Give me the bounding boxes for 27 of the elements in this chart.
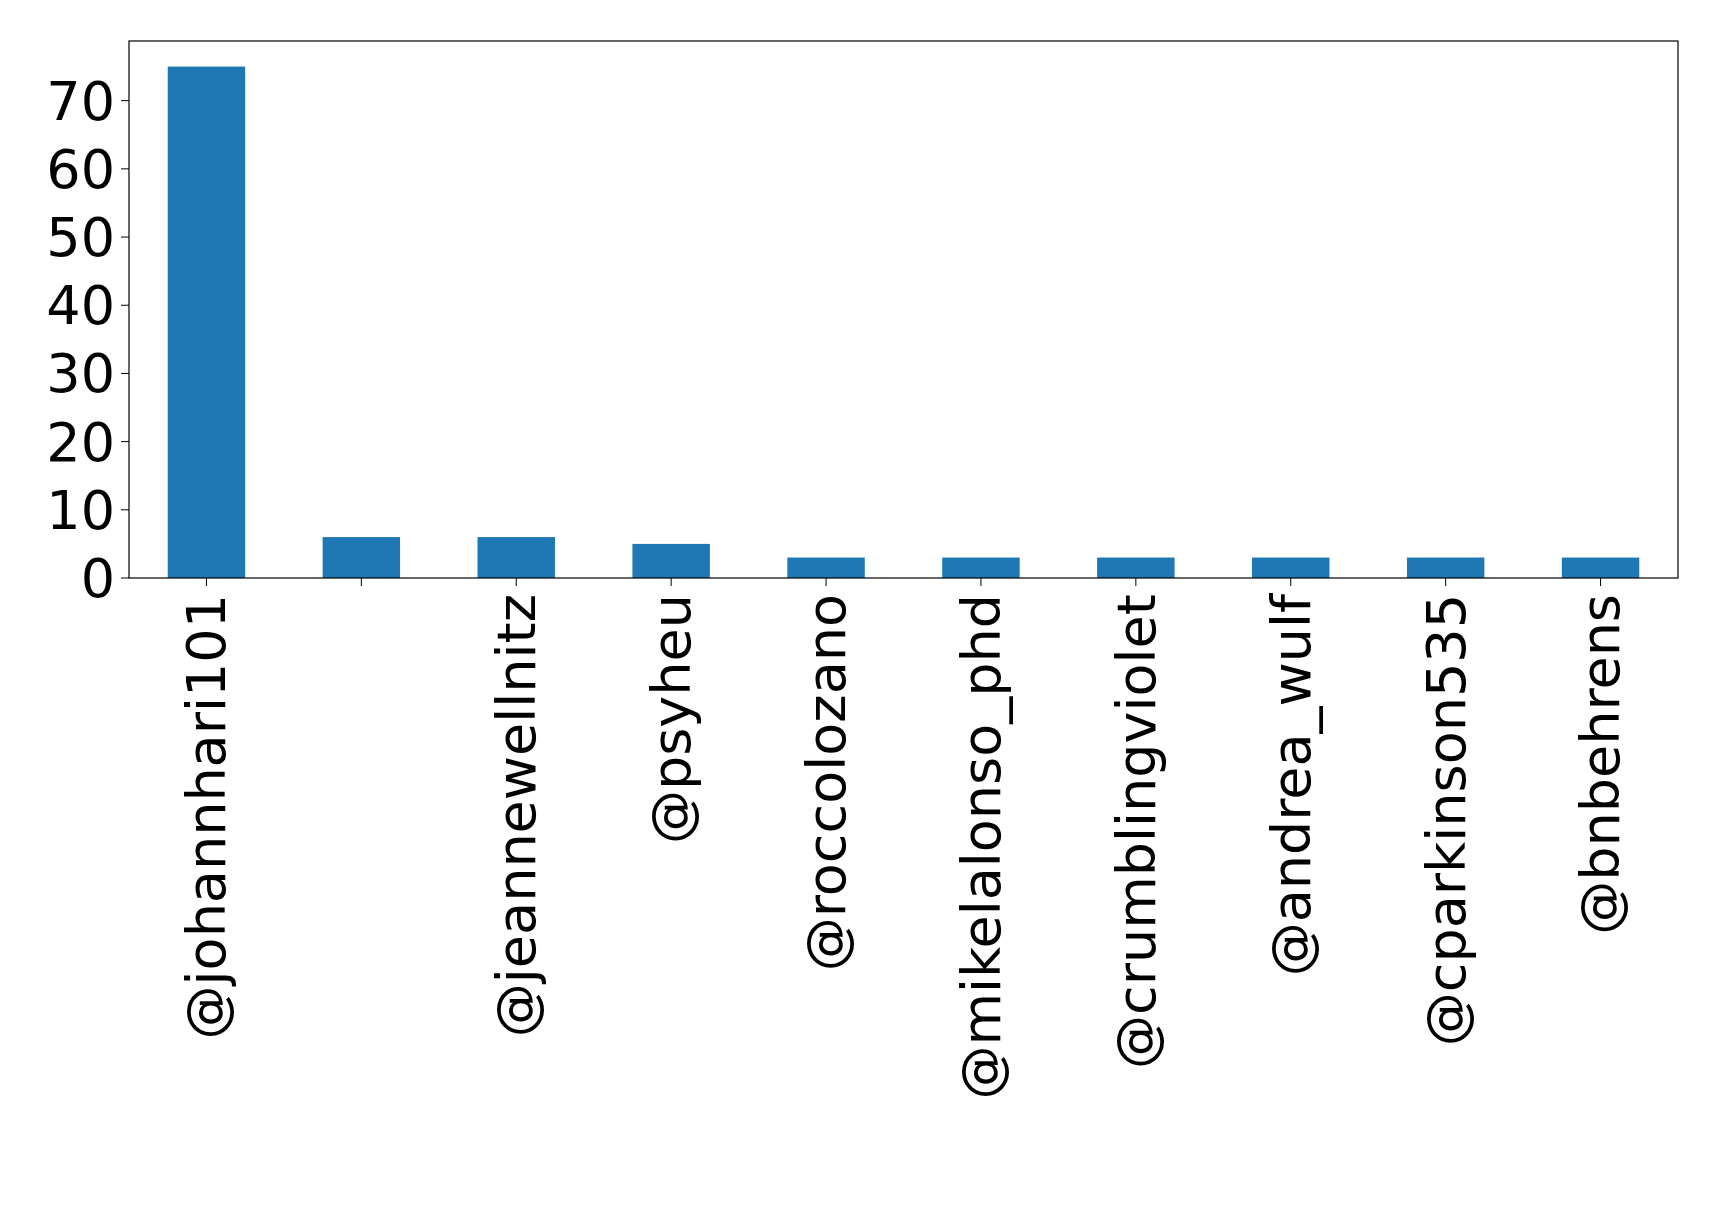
y-tick-label: 40 (46, 274, 115, 338)
x-tick-label: @mikelalonso_phd (949, 594, 1013, 1100)
x-tick-label: @bnbehrens (1569, 594, 1633, 935)
bar (1097, 557, 1175, 578)
x-tick-label: @roccolozano (794, 594, 858, 972)
bar (1406, 557, 1485, 578)
x-tick-label: @andrea_wulf (1259, 592, 1323, 977)
y-tick-label: 20 (46, 410, 115, 474)
y-tick-label: 10 (46, 478, 115, 542)
y-tick-label: 30 (46, 342, 115, 406)
y-tick-label: 50 (46, 205, 115, 269)
bar (477, 537, 555, 578)
bar (1252, 557, 1330, 578)
x-tick-label: @psyheu (640, 594, 704, 845)
y-tick-label: 60 (46, 137, 115, 201)
x-tick-label: @johannhari101 (175, 594, 239, 1040)
bar (632, 543, 710, 578)
bar (942, 557, 1020, 578)
bar (167, 66, 246, 578)
x-tick-label: @cparkinson535 (1414, 594, 1478, 1047)
y-tick-label: 0 (80, 546, 115, 610)
bar (322, 537, 401, 578)
x-tick-label: @jeannewellnitz (485, 594, 549, 1038)
bar (1561, 557, 1640, 578)
bar (787, 557, 865, 578)
x-tick-label: @crumblingviolet (1104, 594, 1168, 1069)
y-tick-label: 70 (46, 69, 115, 133)
